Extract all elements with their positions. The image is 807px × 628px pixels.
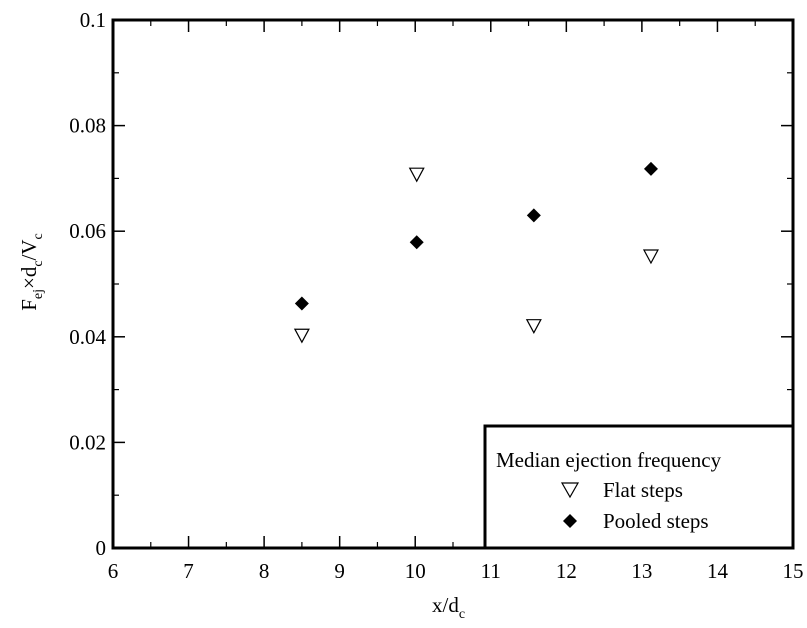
- x-axis-label-main: x/d: [432, 593, 459, 617]
- axis-tick-labels: 6 7 8 9 10 11 12 13 14 15 0 0.02 0.04 0.06 0.08 0.1: [69, 8, 803, 583]
- x-tick-label: 15: [783, 559, 804, 583]
- pooled-steps-point: [526, 208, 541, 223]
- x-tick-label: 13: [631, 559, 652, 583]
- flat-steps-point: [293, 328, 310, 344]
- x-axis-label: x/dc: [432, 593, 465, 622]
- legend-pooled-steps-marker: [563, 514, 577, 528]
- x-tick-label: 6: [108, 559, 119, 583]
- legend: Median ejection frequency Flat steps Poo…: [483, 424, 795, 550]
- y-tick-label: 0.06: [69, 219, 106, 243]
- y-label-sub-c1: c: [31, 260, 46, 266]
- pooled-steps-point: [409, 235, 424, 250]
- flat-steps-point: [525, 319, 542, 334]
- x-tick-label: 14: [707, 559, 729, 583]
- x-tick-label: 10: [405, 559, 426, 583]
- x-tick-label: 9: [334, 559, 345, 583]
- y-tick-label: 0: [96, 536, 107, 560]
- legend-box: [483, 424, 795, 550]
- x-tick-label: 8: [259, 559, 270, 583]
- x-axis-label-subscript: c: [459, 607, 465, 622]
- y-axis-label: Fej×dc/Vc: [17, 233, 46, 311]
- pooled-steps-point: [643, 161, 658, 176]
- flat-steps-point: [408, 167, 425, 183]
- plot-frame: [111, 18, 795, 550]
- y-label-slash-V: /V: [17, 239, 41, 260]
- pooled-steps-point: [294, 296, 309, 311]
- legend-flat-steps-marker: [560, 482, 580, 499]
- legend-flat-steps-label: Flat steps: [603, 478, 683, 502]
- data-points: [293, 161, 659, 344]
- y-tick-label: 0.04: [69, 325, 106, 349]
- x-tick-label: 12: [556, 559, 577, 583]
- y-label-sub-ej: ej: [31, 289, 46, 299]
- x-tick-label: 11: [481, 559, 501, 583]
- legend-title: Median ejection frequency: [496, 448, 722, 472]
- y-tick-label: 0.08: [69, 114, 106, 138]
- y-label-sub-c2: c: [31, 233, 46, 239]
- y-label-F: F: [17, 299, 41, 311]
- legend-pooled-steps-label: Pooled steps: [603, 509, 709, 533]
- flat-steps-point: [642, 249, 659, 265]
- y-tick-label: 0.1: [80, 8, 106, 32]
- y-label-times-d: ×d: [17, 266, 41, 289]
- x-tick-label: 7: [183, 559, 194, 583]
- y-tick-label: 0.02: [69, 430, 106, 454]
